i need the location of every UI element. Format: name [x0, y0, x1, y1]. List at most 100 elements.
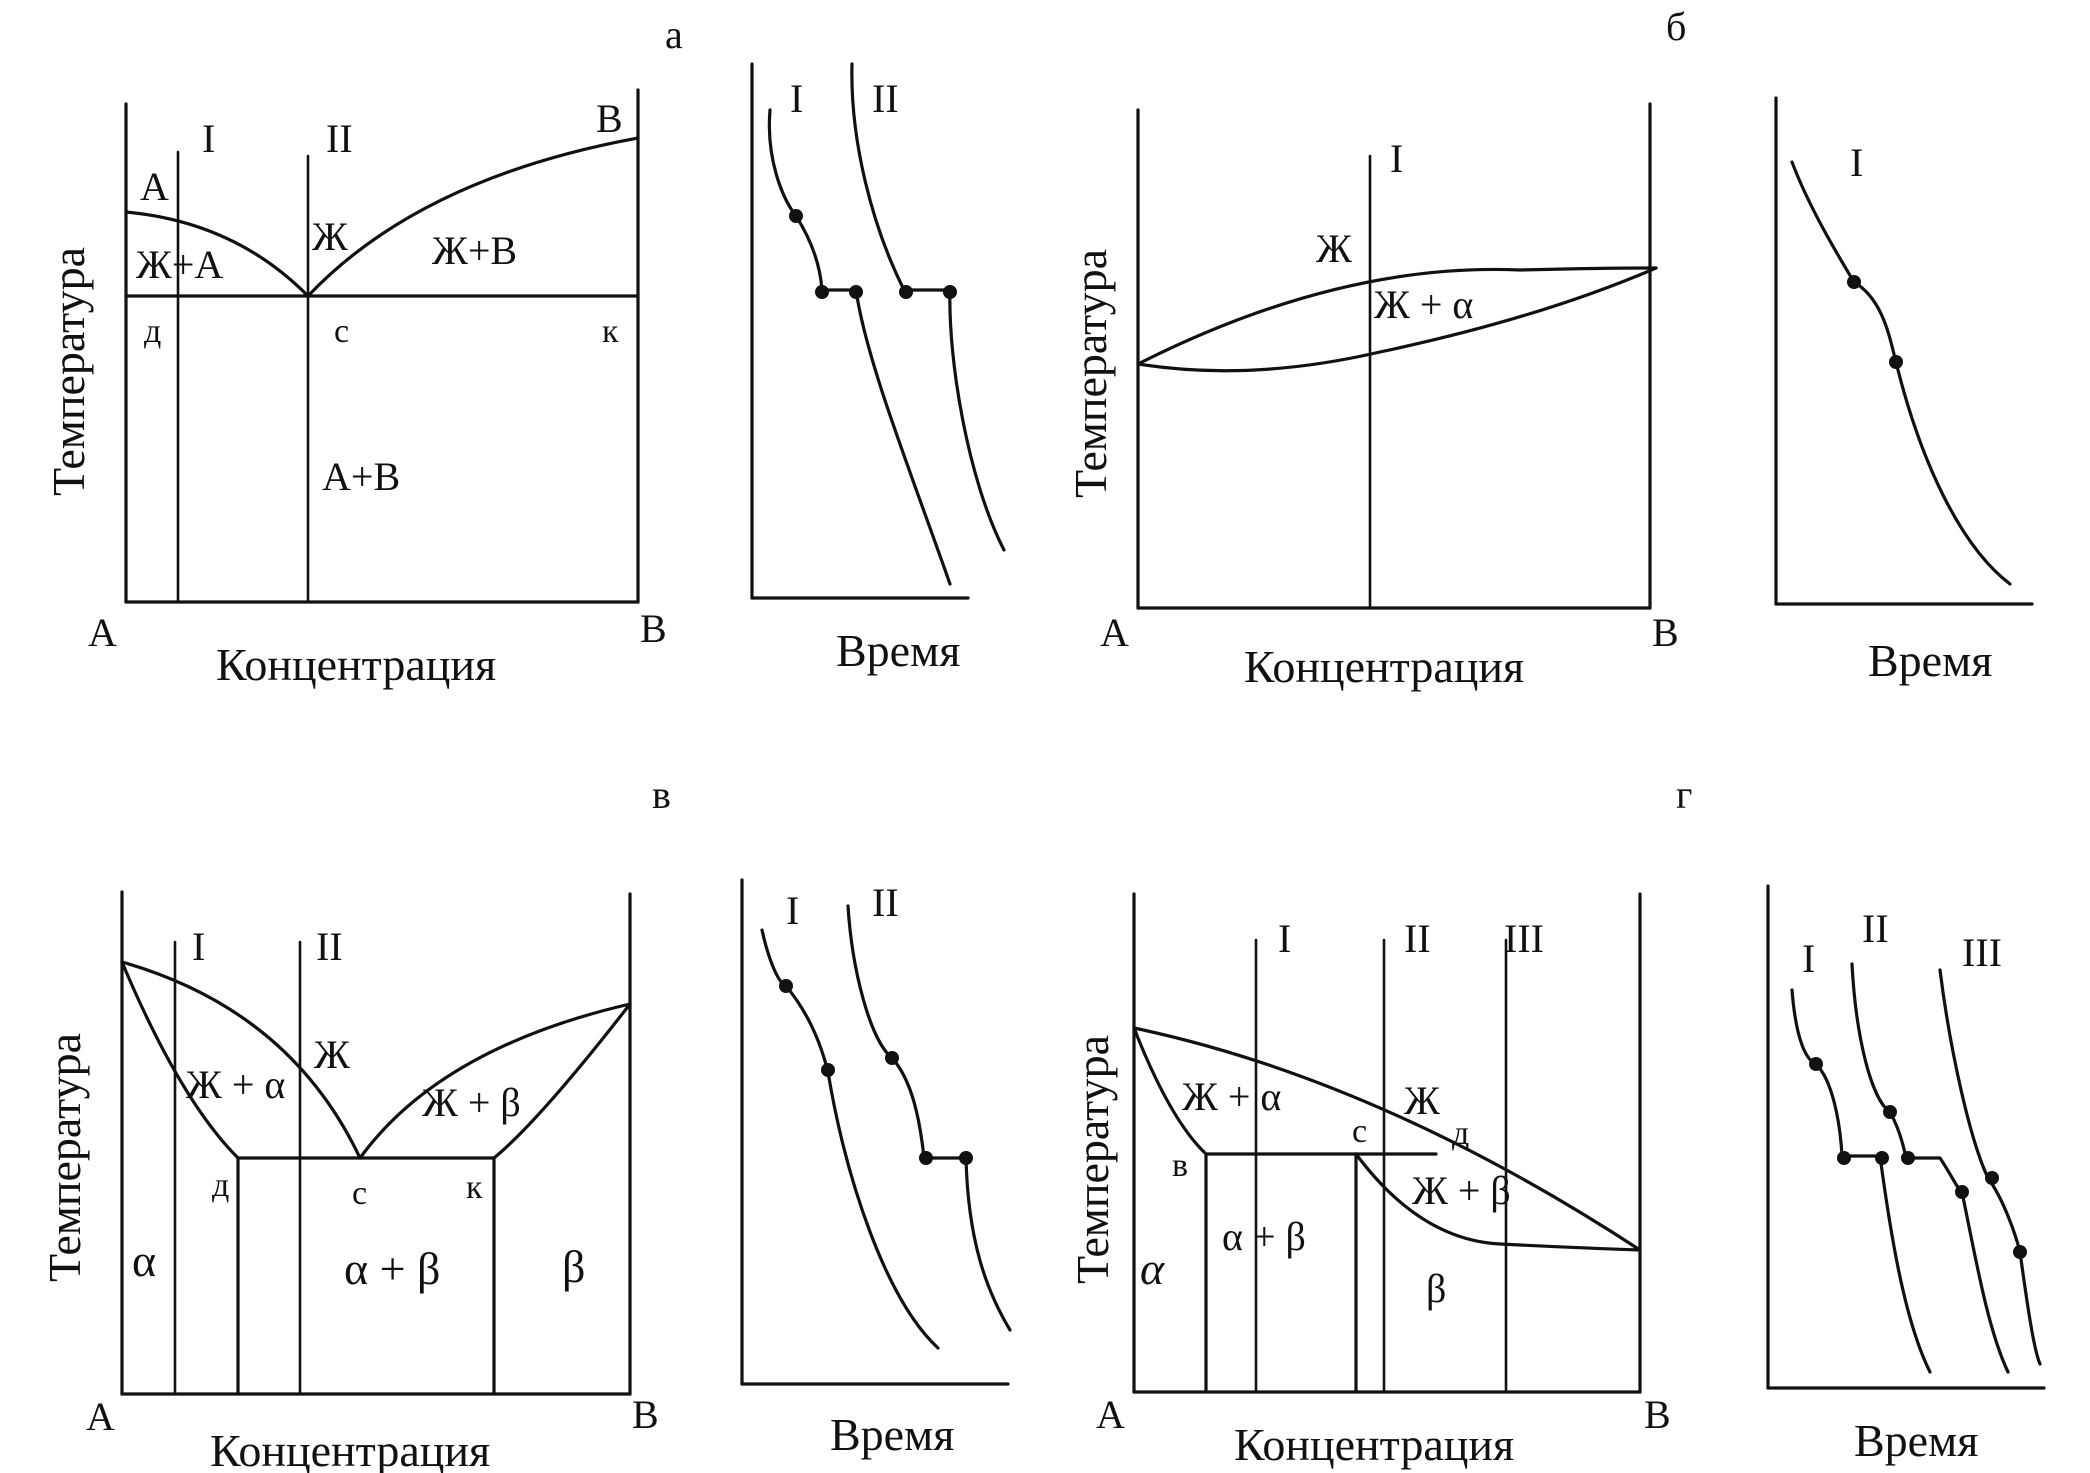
- liquidus-curve: [1136, 266, 1658, 366]
- cooling-curve-i: [1790, 988, 1932, 1374]
- curve-label-i: I: [790, 76, 803, 121]
- time-axis-label: Время: [830, 1409, 954, 1460]
- cooling-point: [1955, 1185, 1969, 1199]
- liquidus-curve: [1132, 1026, 1642, 1252]
- corner-label-a: A: [86, 1394, 115, 1439]
- corner-label-b: B: [632, 1392, 659, 1437]
- x-axis-label: Концентрация: [1234, 1419, 1514, 1470]
- cooling-point: [919, 1151, 933, 1165]
- cooling-curve-i: [767, 108, 952, 586]
- region-alpha: α: [1140, 1243, 1165, 1294]
- solidus-right: [492, 1002, 632, 1160]
- cooling-point: [1901, 1151, 1915, 1165]
- region-liquid-plus-beta: Ж + β: [422, 1080, 521, 1125]
- curve-label-i: I: [1802, 936, 1815, 981]
- panel-letter-b: б: [1666, 4, 1686, 49]
- point-c: с: [352, 1175, 367, 1212]
- corner-label-a: A: [1100, 610, 1129, 655]
- liquidus-left: [120, 960, 362, 1160]
- region-liquid: Ж: [1404, 1078, 1440, 1123]
- point-v: в: [1172, 1147, 1188, 1184]
- cooling-curve-ii: [846, 904, 1012, 1332]
- x-axis-label: Концентрация: [1244, 641, 1524, 692]
- panel-letter-c: в: [652, 772, 671, 817]
- x-axis-label: Концентрация: [216, 639, 496, 690]
- point-c: с: [334, 313, 349, 350]
- cooling-curve-ii: [850, 62, 1006, 552]
- curve-label-ii: II: [872, 880, 899, 925]
- time-axis-label: Время: [836, 625, 960, 676]
- corner-label-b: B: [640, 606, 667, 651]
- cooling-curve-i: [1790, 160, 2012, 586]
- panel-letter-d: г: [1676, 772, 1692, 817]
- region-alpha: α: [132, 1235, 156, 1286]
- composition-label-iii: III: [1504, 916, 1544, 961]
- panel-d: г I II III Ж Ж + α Ж + β α + β β α в с д…: [1067, 772, 2046, 1470]
- cooling-point: [1875, 1151, 1889, 1165]
- solidus-beta: [1354, 1152, 1642, 1252]
- melting-point-b-label: B: [596, 96, 623, 141]
- region-liquid-plus-alpha: Ж + α: [186, 1062, 285, 1107]
- cooling-point: [1809, 1057, 1823, 1071]
- liquidus-right: [306, 136, 640, 298]
- cooling-point: [1837, 1151, 1851, 1165]
- cooling-point: [1889, 355, 1903, 369]
- y-axis-label: Температура: [43, 247, 94, 496]
- x-axis-label: Концентрация: [210, 1425, 490, 1473]
- panel-c: в I II Ж Ж + α Ж + β α α + β β д с к A B…: [39, 772, 1012, 1473]
- region-liquid: Ж: [314, 1032, 350, 1077]
- composition-label-ii: II: [326, 116, 353, 161]
- time-axis-label: Время: [1868, 635, 1992, 686]
- solidus-curve: [1136, 266, 1658, 373]
- y-axis-label: Температура: [39, 1033, 90, 1282]
- curve-label-i: I: [786, 888, 799, 933]
- y-axis-label: Температура: [1067, 1035, 1118, 1284]
- panel-a: а I II A B Ж+А Ж Ж+В А+В д с к A B Конце…: [43, 12, 1006, 690]
- panel-letter-a: а: [665, 12, 683, 57]
- curve-label-i: I: [1850, 140, 1863, 185]
- cooling-point: [849, 285, 863, 299]
- cooling-point: [943, 285, 957, 299]
- liquidus-left: [124, 210, 310, 298]
- composition-label-i: I: [1390, 136, 1403, 181]
- corner-label-b: B: [1644, 1392, 1671, 1437]
- time-axis-label: Время: [1854, 1415, 1978, 1466]
- y-axis-label: Температура: [1065, 249, 1116, 498]
- cooling-point: [1847, 275, 1861, 289]
- point-d: д: [1452, 1115, 1469, 1152]
- cooling-point: [821, 1063, 835, 1077]
- curve-label-iii: III: [1962, 930, 2002, 975]
- cooling-point: [815, 285, 829, 299]
- solidus-alpha: [1132, 1026, 1208, 1156]
- region-liquid-plus-a: Ж+А: [136, 242, 223, 287]
- point-d: д: [144, 313, 161, 350]
- region-a-plus-b: А+В: [322, 454, 400, 499]
- point-k: к: [602, 313, 619, 350]
- region-liquid-plus-alpha: Ж + α: [1374, 282, 1473, 327]
- region-alpha-plus-beta: α + β: [344, 1243, 440, 1294]
- point-c: с: [1352, 1113, 1367, 1150]
- cooling-curve-i: [760, 928, 940, 1350]
- region-liquid-plus-beta: Ж + β: [1412, 1168, 1511, 1213]
- region-liquid-plus-b: Ж+В: [432, 228, 517, 273]
- cooling-curve-iii: [1938, 968, 2042, 1366]
- cooling-point: [789, 209, 803, 223]
- cooling-curve-ii: [1850, 962, 2010, 1374]
- region-liquid-plus-alpha: Ж + α: [1182, 1074, 1281, 1119]
- corner-label-a: A: [88, 610, 117, 655]
- cooling-point: [1985, 1171, 1999, 1185]
- composition-label-ii: II: [316, 924, 343, 969]
- composition-label-ii: II: [1404, 916, 1431, 961]
- curve-label-ii: II: [1862, 906, 1889, 951]
- point-d: д: [212, 1167, 229, 1204]
- region-beta: β: [562, 1241, 585, 1292]
- composition-label-i: I: [1278, 916, 1291, 961]
- curve-label-ii: II: [872, 76, 899, 121]
- region-beta: β: [1426, 1266, 1446, 1311]
- region-liquid: Ж: [1316, 226, 1352, 271]
- cooling-point: [1883, 1105, 1897, 1119]
- cooling-point: [885, 1051, 899, 1065]
- cooling-point: [959, 1151, 973, 1165]
- region-liquid: Ж: [312, 214, 348, 259]
